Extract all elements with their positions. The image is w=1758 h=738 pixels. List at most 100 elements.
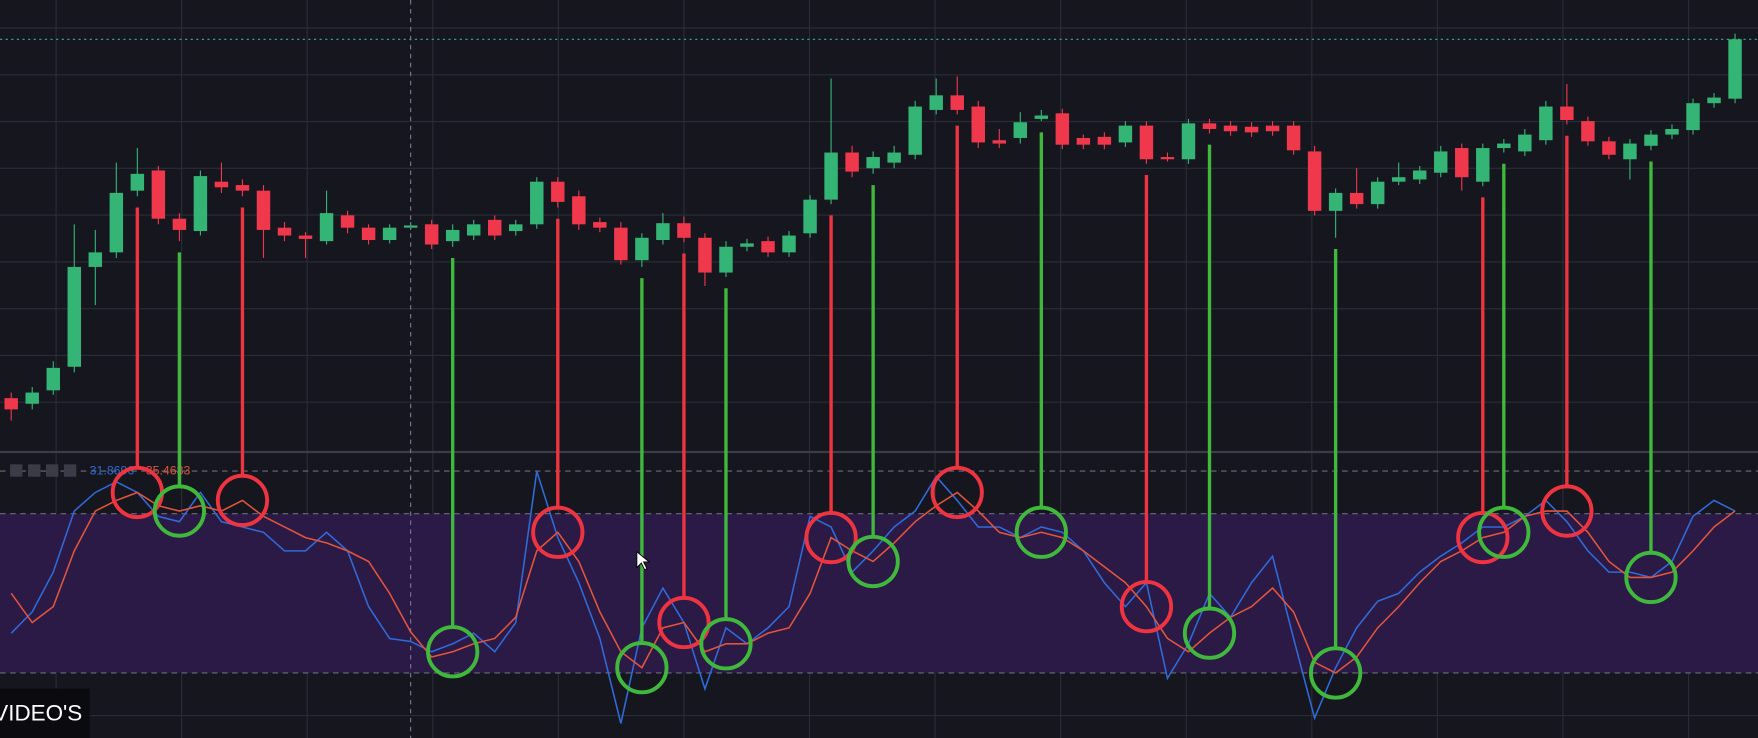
candle-body: [614, 227, 628, 261]
candle-body: [1476, 148, 1490, 182]
candle-body: [256, 190, 271, 230]
signal-circle: [1014, 505, 1068, 559]
candle-body: [1139, 125, 1154, 160]
candle-body: [1265, 125, 1280, 132]
candle-body: [1686, 103, 1700, 131]
candle-body: [130, 173, 145, 191]
candle-body: [551, 181, 565, 202]
candle-body: [1307, 151, 1322, 211]
signal-circle: [846, 534, 900, 589]
signal-circle: [657, 595, 711, 650]
candle-body: [235, 185, 250, 191]
signal-circle: [426, 625, 480, 679]
candle-body: [1455, 148, 1469, 178]
candle-body: [1644, 134, 1658, 146]
icon: [63, 464, 77, 477]
candle-body: [866, 157, 880, 169]
oscillator-line: [10, 470, 1736, 724]
candle-body: [1328, 192, 1343, 211]
candle-body: [1370, 181, 1385, 205]
candle-body: [824, 152, 838, 200]
candle-body: [677, 223, 691, 238]
signal-circle: [1624, 550, 1678, 605]
candle-body: [593, 222, 607, 228]
candle-body: [509, 224, 523, 232]
candle-body: [1181, 123, 1196, 160]
candle-body: [1349, 192, 1364, 205]
cursor: [636, 550, 651, 571]
candle-body: [719, 246, 733, 273]
signal-circle: [1309, 646, 1363, 700]
signal-circle: [531, 505, 585, 559]
icon: [10, 464, 23, 477]
candle-body: [1160, 157, 1175, 160]
candle-body: [1244, 126, 1259, 133]
candle-body: [88, 252, 103, 267]
signal-circle: [1456, 510, 1510, 565]
candle-body: [319, 213, 334, 242]
candle-body: [277, 227, 292, 236]
candle-body: [46, 367, 60, 391]
candle-body: [1434, 151, 1448, 173]
candle-body: [656, 223, 670, 241]
candle-body: [1602, 141, 1616, 155]
caption-box: [0, 688, 90, 738]
signal-circle: [699, 617, 753, 671]
candle-body: [1539, 106, 1553, 141]
candle-body: [782, 235, 796, 253]
icon: [28, 464, 41, 477]
candle-body: [1286, 125, 1301, 151]
candle-body: [1707, 97, 1721, 104]
pane-icons: [10, 464, 77, 477]
candle-body: [445, 229, 460, 242]
candle-body: [1076, 137, 1091, 145]
signal-circle: [1540, 484, 1594, 538]
candle-body: [67, 266, 82, 367]
oscillator-line: [10, 491, 1736, 674]
candle-body: [361, 227, 376, 241]
caption: VIDEO'S: [0, 700, 82, 725]
candle-body: [929, 95, 943, 110]
candle-body: [340, 215, 355, 228]
candle-body: [4, 398, 18, 410]
candle-body: [1560, 106, 1574, 121]
candle-body: [740, 243, 754, 247]
candle-body: [845, 152, 859, 172]
candle-body: [172, 218, 187, 230]
candle-body: [1118, 125, 1133, 143]
candle-body: [193, 176, 208, 232]
candle-body: [109, 192, 124, 253]
signal-circle: [152, 484, 207, 538]
signal-circle: [1182, 606, 1237, 660]
candle-body: [1581, 121, 1595, 142]
candle-body: [887, 152, 901, 163]
signal-circle: [804, 510, 858, 565]
signal-circle: [930, 465, 984, 520]
candle-body: [1034, 115, 1049, 119]
candle-body: [1623, 143, 1637, 160]
candle-body: [1097, 136, 1112, 145]
signal-circle: [1119, 579, 1174, 634]
candle-body: [1665, 128, 1679, 135]
candle-body: [971, 106, 985, 143]
candle-body: [214, 181, 229, 188]
candle-body: [803, 199, 817, 234]
candle-body: [950, 95, 964, 110]
candle-body: [992, 140, 1006, 144]
candle-body: [761, 241, 775, 253]
candle-body: [1202, 123, 1217, 129]
candle-body: [1223, 125, 1238, 132]
candle-body: [1391, 177, 1406, 182]
signal-circle: [615, 641, 669, 695]
candle-body: [635, 237, 649, 261]
candle-body: [466, 224, 481, 236]
candle-body: [698, 237, 712, 273]
candle-body: [1013, 122, 1028, 138]
candle-body: [1412, 170, 1427, 180]
candle-body: [151, 170, 166, 219]
candle-body: [530, 181, 544, 225]
